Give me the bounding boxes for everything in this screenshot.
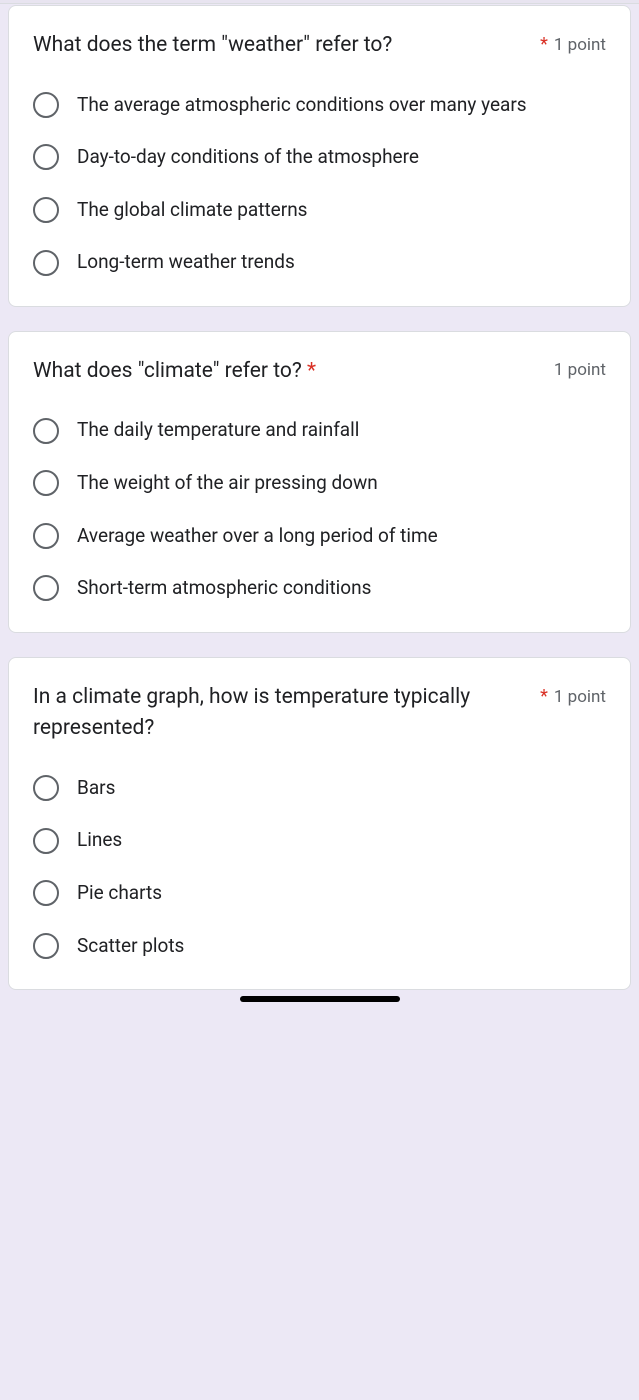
radio-option[interactable]: Average weather over a long period of ti… — [33, 523, 606, 550]
option-label: The average atmospheric conditions over … — [77, 92, 527, 119]
question-points: * 1 point — [540, 30, 606, 55]
question-title: What does "climate" refer to? * — [33, 356, 554, 388]
option-label: Pie charts — [77, 880, 162, 907]
question-title: What does the term "weather" refer to? — [33, 30, 540, 62]
radio-option[interactable]: Long-term weather trends — [33, 249, 606, 276]
option-label: Lines — [77, 827, 122, 854]
question-text: In a climate graph, how is temperature t… — [33, 685, 470, 741]
radio-icon — [33, 197, 59, 223]
question-text: What does the term "weather" refer to? — [33, 33, 392, 57]
radio-option[interactable]: The average atmospheric conditions over … — [33, 92, 606, 119]
radio-icon — [33, 418, 59, 444]
radio-option[interactable]: Bars — [33, 775, 606, 802]
question-points: 1 point — [554, 356, 606, 380]
question-header: In a climate graph, how is temperature t… — [33, 682, 606, 745]
radio-icon — [33, 523, 59, 549]
option-label: Bars — [77, 775, 115, 802]
radio-icon — [33, 880, 59, 906]
radio-icon — [33, 470, 59, 496]
option-label: The weight of the air pressing down — [77, 470, 378, 497]
question-text: What does "climate" refer to? — [33, 359, 302, 383]
question-title: In a climate graph, how is temperature t… — [33, 682, 540, 745]
radio-icon — [33, 933, 59, 959]
options-list: Bars Lines Pie charts Scatter plots — [33, 775, 606, 959]
radio-option[interactable]: Short-term atmospheric conditions — [33, 575, 606, 602]
required-asterisk: * — [540, 34, 548, 55]
option-label: Short-term atmospheric conditions — [77, 575, 371, 602]
points-text: 1 point — [554, 35, 606, 55]
question-card: What does the term "weather" refer to? *… — [8, 5, 631, 307]
question-card: What does "climate" refer to? * 1 point … — [8, 331, 631, 633]
required-asterisk: * — [307, 359, 316, 383]
radio-icon — [33, 250, 59, 276]
radio-icon — [33, 144, 59, 170]
options-list: The daily temperature and rainfall The w… — [33, 417, 606, 601]
top-divider — [0, 0, 639, 4]
question-header: What does the term "weather" refer to? *… — [33, 30, 606, 62]
radio-icon — [33, 575, 59, 601]
option-label: The daily temperature and rainfall — [77, 417, 359, 444]
radio-icon — [33, 92, 59, 118]
radio-option[interactable]: The weight of the air pressing down — [33, 470, 606, 497]
question-points: * 1 point — [540, 682, 606, 707]
radio-option[interactable]: The global climate patterns — [33, 197, 606, 224]
radio-option[interactable]: The daily temperature and rainfall — [33, 417, 606, 444]
points-text: 1 point — [554, 687, 606, 707]
required-asterisk: * — [540, 686, 548, 707]
points-text: 1 point — [554, 360, 606, 380]
question-card: In a climate graph, how is temperature t… — [8, 657, 631, 990]
option-label: Average weather over a long period of ti… — [77, 523, 438, 550]
option-label: Day-to-day conditions of the atmosphere — [77, 144, 419, 171]
home-indicator — [240, 996, 400, 1002]
question-header: What does "climate" refer to? * 1 point — [33, 356, 606, 388]
radio-option[interactable]: Scatter plots — [33, 933, 606, 960]
radio-option[interactable]: Lines — [33, 827, 606, 854]
option-label: Long-term weather trends — [77, 249, 295, 276]
option-label: Scatter plots — [77, 933, 184, 960]
options-list: The average atmospheric conditions over … — [33, 92, 606, 276]
option-label: The global climate patterns — [77, 197, 308, 224]
radio-option[interactable]: Day-to-day conditions of the atmosphere — [33, 144, 606, 171]
radio-icon — [33, 828, 59, 854]
radio-option[interactable]: Pie charts — [33, 880, 606, 907]
radio-icon — [33, 775, 59, 801]
